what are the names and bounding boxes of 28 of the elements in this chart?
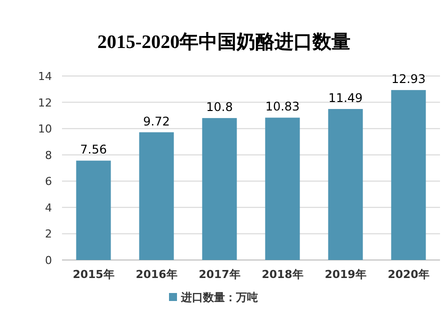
bar [265, 118, 300, 260]
data-label: 9.72 [143, 114, 170, 128]
y-tick-label: 2 [45, 228, 52, 241]
bar [328, 108, 363, 260]
legend-label: 进口数量：万吨 [180, 291, 258, 304]
x-tick-label: 2018年 [262, 268, 304, 281]
chart-title: 2015-2020年中国奶酪进口数量 [97, 31, 351, 53]
y-tick-label: 14 [38, 70, 52, 83]
data-label: 10.83 [265, 100, 300, 114]
data-label: 7.56 [80, 142, 107, 157]
x-tick-label: 2015年 [72, 268, 114, 281]
y-tick-label: 6 [45, 175, 52, 188]
y-tick-label: 12 [38, 96, 52, 110]
x-tick-label: 2017年 [198, 268, 240, 281]
x-tick-label: 2020年 [388, 268, 430, 281]
data-label: 11.49 [328, 90, 363, 105]
x-tick-label: 2019年 [324, 268, 366, 281]
data-label: 12.93 [391, 72, 426, 86]
y-tick-label: 4 [45, 201, 52, 214]
bar [139, 132, 174, 260]
data-label: 10.8 [206, 100, 233, 114]
x-tick-label: 2016年 [136, 268, 178, 281]
y-tick-label: 8 [45, 148, 52, 162]
y-tick-label: 0 [45, 254, 52, 267]
bar [202, 118, 237, 260]
bar [76, 160, 111, 260]
y-tick-label: 10 [38, 122, 52, 136]
bar [391, 90, 426, 260]
